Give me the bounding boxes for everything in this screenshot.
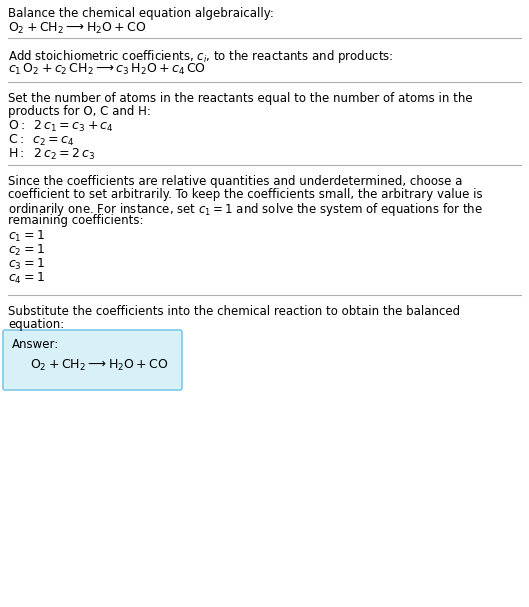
Text: $\mathrm{C}:\;\;c_2 = c_4$: $\mathrm{C}:\;\;c_2 = c_4$ [8,133,75,148]
Text: $c_3 = 1$: $c_3 = 1$ [8,257,45,272]
Text: coefficient to set arbitrarily. To keep the coefficients small, the arbitrary va: coefficient to set arbitrarily. To keep … [8,188,482,201]
Text: $c_4 = 1$: $c_4 = 1$ [8,271,45,286]
Text: Answer:: Answer: [12,338,59,351]
Text: ordinarily one. For instance, set $c_1 = 1$ and solve the system of equations fo: ordinarily one. For instance, set $c_1 =… [8,201,483,218]
Text: Add stoichiometric coefficients, $c_i$, to the reactants and products:: Add stoichiometric coefficients, $c_i$, … [8,48,394,65]
Text: Since the coefficients are relative quantities and underdetermined, choose a: Since the coefficients are relative quan… [8,175,462,188]
Text: products for O, C and H:: products for O, C and H: [8,105,151,118]
Text: $c_1 = 1$: $c_1 = 1$ [8,229,45,244]
Text: $c_1\,\mathrm{O_2} + c_2\,\mathrm{CH_2} \longrightarrow c_3\,\mathrm{H_2O} + c_4: $c_1\,\mathrm{O_2} + c_2\,\mathrm{CH_2} … [8,62,206,77]
Text: $\mathrm{O}:\;\;2\,c_1 = c_3 + c_4$: $\mathrm{O}:\;\;2\,c_1 = c_3 + c_4$ [8,119,114,134]
Text: $c_2 = 1$: $c_2 = 1$ [8,243,45,258]
Text: Set the number of atoms in the reactants equal to the number of atoms in the: Set the number of atoms in the reactants… [8,92,472,105]
Text: Substitute the coefficients into the chemical reaction to obtain the balanced: Substitute the coefficients into the che… [8,305,460,318]
Text: Balance the chemical equation algebraically:: Balance the chemical equation algebraica… [8,7,274,20]
Text: equation:: equation: [8,318,64,331]
Text: remaining coefficients:: remaining coefficients: [8,214,143,227]
FancyBboxPatch shape [3,330,182,390]
Text: $\mathrm{H}:\;\;2\,c_2 = 2\,c_3$: $\mathrm{H}:\;\;2\,c_2 = 2\,c_3$ [8,147,95,162]
Text: $\mathrm{O_2 + CH_2 \longrightarrow H_2O + CO}$: $\mathrm{O_2 + CH_2 \longrightarrow H_2O… [8,21,147,36]
Text: $\mathrm{O_2 + CH_2 \longrightarrow H_2O + CO}$: $\mathrm{O_2 + CH_2 \longrightarrow H_2O… [30,358,169,373]
